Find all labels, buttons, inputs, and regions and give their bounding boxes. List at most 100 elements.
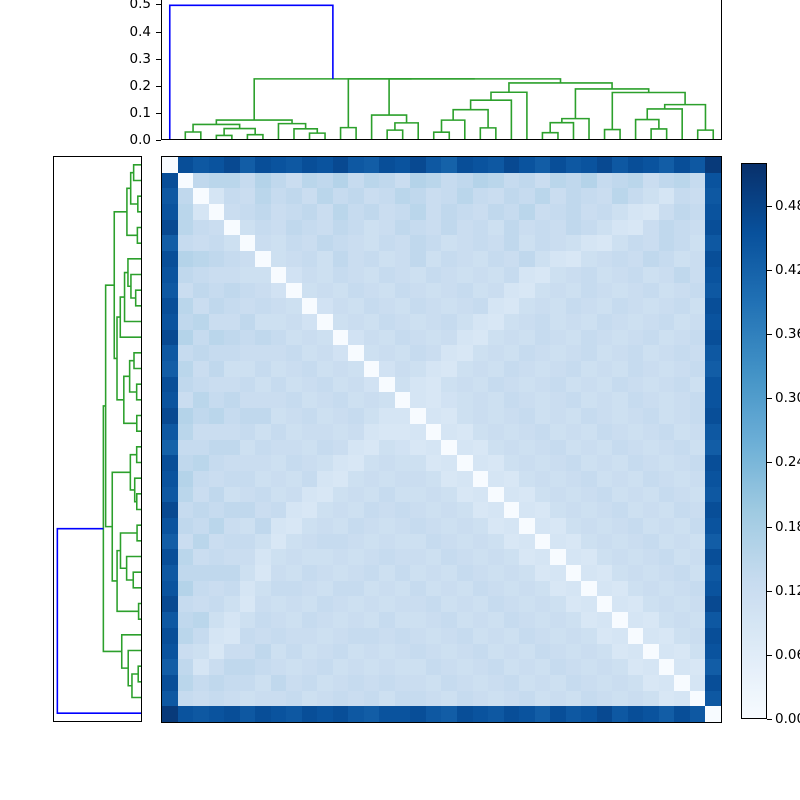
heatmap-cell [472,376,489,393]
heatmap-cell [581,251,597,267]
colorbar-tick-label: 0.24 [775,454,800,471]
heatmap-cell [394,517,411,534]
heatmap-cell [689,674,706,691]
heatmap-cell [519,486,535,503]
heatmap-cell [503,596,520,613]
heatmap-cell [534,470,551,487]
heatmap-cell [658,486,675,503]
heatmap-cell [643,596,659,613]
heatmap-cell [317,392,333,409]
heatmap-cell [332,204,349,220]
heatmap-cell [193,266,209,283]
heatmap-cell [581,533,597,550]
heatmap-cell [441,392,458,409]
heatmap-cell [457,517,473,534]
heatmap-cell [472,361,489,377]
heatmap-cell [519,517,535,534]
heatmap-cell [472,157,489,173]
dendrogram-link [123,271,141,323]
dendrogram-link [134,289,141,307]
heatmap-cell [472,298,489,314]
heatmap-cell [177,533,194,550]
heatmap-cell [689,361,706,377]
heatmap-cell [255,361,271,377]
heatmap-cell [162,533,178,550]
heatmap-cell [457,423,473,440]
heatmap-cell [177,612,194,628]
heatmap-cell [193,502,209,518]
heatmap-cell [457,392,473,409]
heatmap-cell [519,549,535,566]
heatmap-cell [472,565,489,581]
heatmap-cell [332,439,349,456]
heatmap-cell [705,549,721,566]
heatmap-cell [503,549,520,566]
colorbar-tick [767,526,772,528]
heatmap-cell [441,533,458,550]
heatmap-cell [472,706,489,722]
heatmap-cell [627,376,644,393]
heatmap-cell [270,455,287,471]
column-dendrogram [161,0,722,140]
heatmap-cell [348,298,364,314]
dendrogram-link [136,226,141,244]
heatmap-cell [348,674,364,691]
heatmap-cell [286,204,302,220]
heatmap-cell [705,690,721,707]
heatmap-cell [270,235,287,252]
heatmap-cell [534,313,551,330]
heatmap-cell [503,361,520,377]
heatmap-cell [519,470,535,487]
heatmap-cell [643,313,659,330]
heatmap-cell [224,188,240,205]
heatmap-cell [565,533,582,550]
heatmap-cell [457,157,473,173]
heatmap-cell [674,502,690,518]
heatmap-cell [301,659,318,675]
heatmap-cell [332,329,349,346]
heatmap-cell [472,423,489,440]
heatmap-cell [193,533,209,550]
heatmap-cell [177,580,194,597]
heatmap-cell [348,376,364,393]
heatmap-cell [705,172,721,189]
heatmap-cell [627,251,644,267]
heatmap-cell [705,298,721,314]
heatmap-cell [425,580,442,597]
heatmap-cell [177,502,194,518]
heatmap-cell [457,612,473,628]
heatmap-cell [239,706,256,722]
heatmap-cell [162,470,178,487]
dendrogram-link [574,88,650,119]
heatmap-cell [332,188,349,205]
heatmap-cell [425,643,442,660]
heatmap-cell [270,659,287,675]
heatmap-cell [457,596,473,613]
heatmap-cell [410,659,426,675]
heatmap-cell [658,439,675,456]
heatmap-cell [674,157,690,173]
colorbar-tick-label: 0.00 [775,711,800,727]
heatmap-cell [488,455,504,471]
heatmap-cell [193,329,209,346]
heatmap-cell [565,219,582,236]
heatmap-cell [425,172,442,189]
heatmap-cell [224,674,240,691]
heatmap-cell [565,486,582,503]
col-dendrogram-tick [156,31,161,33]
heatmap-cell [224,486,240,503]
heatmap-cell [643,549,659,566]
heatmap-cell [348,706,364,722]
heatmap-cell [255,690,271,707]
heatmap-cell [565,502,582,518]
heatmap-cell [674,408,690,424]
heatmap-cell [441,643,458,660]
heatmap-cell [425,157,442,173]
heatmap-cell [550,455,566,471]
heatmap-cell [441,329,458,346]
heatmap-cell [239,612,256,628]
heatmap-cell [705,502,721,518]
heatmap-cell [239,313,256,330]
heatmap-cell [425,408,442,424]
heatmap-cell [441,439,458,456]
